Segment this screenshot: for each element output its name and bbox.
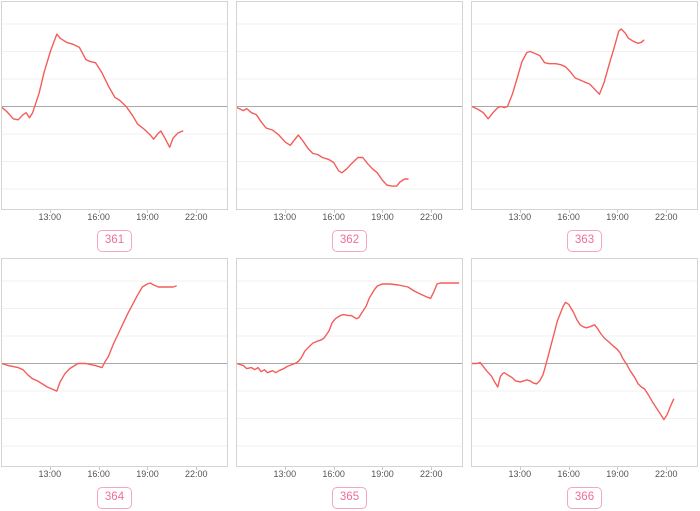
x-axis-tick <box>49 467 51 470</box>
x-axis-tick-label: 16:00 <box>557 212 580 222</box>
x-axis-tick <box>382 467 384 470</box>
chart-id-badge-361[interactable]: 361 <box>96 230 133 252</box>
x-axis-tick <box>666 210 668 213</box>
sparkline-plot <box>471 1 698 210</box>
sparkline-plot <box>1 258 228 467</box>
line-chart <box>2 280 227 447</box>
sparkline-plot <box>1 1 228 210</box>
chart-cell: 13:00 16:00 19:00 22:00 364 <box>1 258 228 509</box>
chart-id-badge-363[interactable]: 363 <box>566 230 603 252</box>
x-axis-tick-label: 13:00 <box>273 469 297 479</box>
x-axis-tick <box>568 210 570 213</box>
x-axis-tick <box>431 467 433 470</box>
badge-row: 363 <box>471 230 698 252</box>
badge-row: 365 <box>236 487 463 509</box>
x-axis-tick-label: 22:00 <box>654 469 678 479</box>
line-chart <box>237 280 462 447</box>
x-axis-tick <box>568 467 570 470</box>
x-axis-tick-label: 22:00 <box>419 212 443 222</box>
x-axis-tick-label: 19:00 <box>606 469 629 479</box>
sparkline-plot <box>236 258 463 467</box>
x-axis-tick-label: 13:00 <box>508 469 532 479</box>
badge-row: 366 <box>471 487 698 509</box>
x-axis-tick-label: 16:00 <box>87 469 110 479</box>
line-chart <box>472 23 697 190</box>
x-axis-tick-label: 16:00 <box>87 212 110 222</box>
x-axis-tick <box>49 210 51 213</box>
x-axis-tick-label: 13:00 <box>273 212 297 222</box>
chart-id-badge-366[interactable]: 366 <box>566 487 603 509</box>
chart-cell: 13:00 16:00 19:00 22:00 363 <box>471 1 698 252</box>
sparkline-plot <box>236 1 463 210</box>
x-axis-tick-label: 19:00 <box>606 212 629 222</box>
x-axis: 13:00 16:00 19:00 22:00 <box>236 467 463 481</box>
x-axis-tick <box>519 467 521 470</box>
x-axis-tick-label: 13:00 <box>38 212 62 222</box>
x-axis-tick-label: 19:00 <box>136 212 159 222</box>
x-axis-tick-label: 19:00 <box>371 469 394 479</box>
x-axis-tick <box>284 467 286 470</box>
x-axis-tick <box>617 210 619 213</box>
x-axis-tick <box>333 467 335 470</box>
x-axis-tick-label: 22:00 <box>654 212 678 222</box>
chart-cell: 13:00 16:00 19:00 22:00 361 <box>1 1 228 252</box>
x-axis-tick-label: 16:00 <box>322 212 345 222</box>
x-axis-tick <box>666 467 668 470</box>
line-chart <box>237 23 462 190</box>
x-axis-tick-label: 22:00 <box>184 469 208 479</box>
line-chart <box>2 23 227 190</box>
x-axis-tick-label: 22:00 <box>184 212 208 222</box>
chart-id-badge-365[interactable]: 365 <box>331 487 368 509</box>
x-axis-tick <box>196 467 198 470</box>
x-axis-tick-label: 13:00 <box>508 212 532 222</box>
x-axis-tick <box>431 210 433 213</box>
x-axis-tick-label: 16:00 <box>322 469 345 479</box>
x-axis-tick <box>196 210 198 213</box>
badge-row: 362 <box>236 230 463 252</box>
x-axis-tick-label: 19:00 <box>136 469 159 479</box>
x-axis: 13:00 16:00 19:00 22:00 <box>471 467 698 481</box>
x-axis-tick <box>147 210 149 213</box>
x-axis-tick-label: 19:00 <box>371 212 394 222</box>
sparkline-plot <box>471 258 698 467</box>
chart-id-badge-362[interactable]: 362 <box>331 230 368 252</box>
x-axis-tick <box>98 210 100 213</box>
x-axis-tick <box>617 467 619 470</box>
x-axis-tick-label: 16:00 <box>557 469 580 479</box>
chart-cell: 13:00 16:00 19:00 22:00 365 <box>236 258 463 509</box>
x-axis-tick-label: 22:00 <box>419 469 443 479</box>
badge-row: 361 <box>1 230 228 252</box>
chart-cell: 13:00 16:00 19:00 22:00 366 <box>471 258 698 509</box>
x-axis-tick <box>382 210 384 213</box>
x-axis-tick-label: 13:00 <box>38 469 62 479</box>
x-axis-tick <box>98 467 100 470</box>
line-chart <box>472 280 697 447</box>
x-axis-tick <box>284 210 286 213</box>
x-axis: 13:00 16:00 19:00 22:00 <box>471 210 698 224</box>
x-axis-tick <box>333 210 335 213</box>
x-axis-tick <box>147 467 149 470</box>
x-axis: 13:00 16:00 19:00 22:00 <box>1 467 228 481</box>
badge-row: 364 <box>1 487 228 509</box>
x-axis-tick <box>519 210 521 213</box>
chart-id-badge-364[interactable]: 364 <box>96 487 133 509</box>
x-axis: 13:00 16:00 19:00 22:00 <box>236 210 463 224</box>
x-axis: 13:00 16:00 19:00 22:00 <box>1 210 228 224</box>
chart-cell: 13:00 16:00 19:00 22:00 362 <box>236 1 463 252</box>
